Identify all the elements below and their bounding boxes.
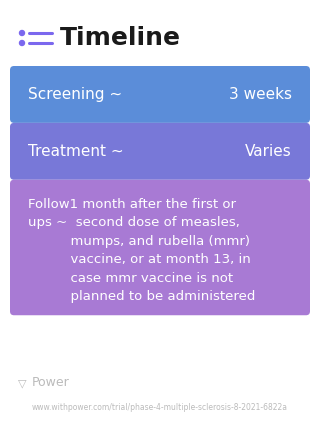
- FancyBboxPatch shape: [10, 180, 310, 315]
- Text: Screening ~: Screening ~: [28, 87, 122, 102]
- Text: Timeline: Timeline: [60, 26, 181, 50]
- Text: Treatment ~: Treatment ~: [28, 144, 124, 159]
- Circle shape: [20, 40, 25, 45]
- Text: ▽: ▽: [18, 378, 26, 388]
- Text: Varies: Varies: [245, 144, 292, 159]
- Text: Follow1 month after the first or
ups ~  second dose of measles,
          mumps,: Follow1 month after the first or ups ~ s…: [28, 198, 255, 303]
- Text: 3 weeks: 3 weeks: [229, 87, 292, 102]
- FancyBboxPatch shape: [10, 123, 310, 180]
- Text: Power: Power: [32, 377, 70, 389]
- Circle shape: [20, 31, 25, 36]
- FancyBboxPatch shape: [10, 66, 310, 123]
- Text: www.withpower.com/trial/phase-4-multiple-sclerosis-8-2021-6822a: www.withpower.com/trial/phase-4-multiple…: [32, 402, 288, 411]
